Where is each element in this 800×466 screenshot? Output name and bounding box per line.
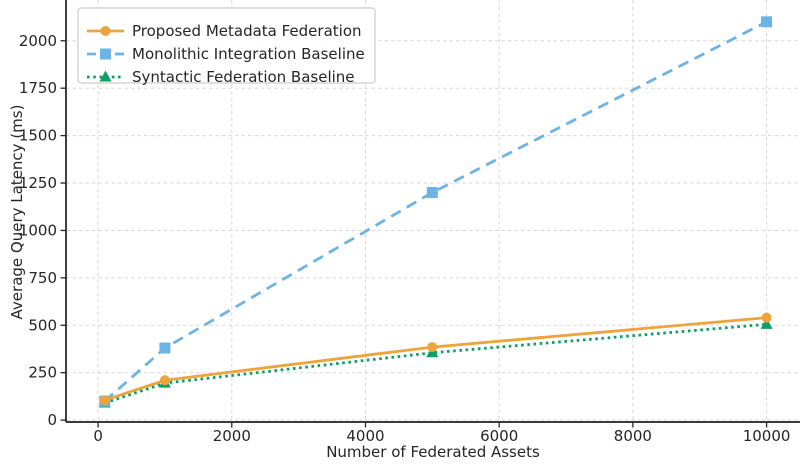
series-line-proposed-metadata-federation bbox=[104, 316, 767, 402]
series-marker-proposed-metadata-federation bbox=[761, 312, 772, 323]
y-tick-label: 750 bbox=[28, 269, 57, 287]
x-tick-label: 6000 bbox=[480, 427, 518, 445]
legend-label: Proposed Metadata Federation bbox=[132, 22, 362, 40]
y-tick-label: 1000 bbox=[19, 221, 57, 239]
x-axis-label: Number of Federated Assets bbox=[326, 443, 540, 461]
legend-label: Monolithic Integration Baseline bbox=[132, 45, 365, 63]
x-tick-label: 8000 bbox=[614, 427, 652, 445]
series-marker-syntactic-federation-baseline bbox=[760, 317, 773, 329]
series-marker-monolithic-integration-baseline bbox=[426, 187, 438, 199]
x-tick-label: 2000 bbox=[213, 427, 251, 445]
legend-sample-marker bbox=[99, 70, 112, 82]
x-tick-label: 4000 bbox=[346, 427, 384, 445]
series-marker-proposed-metadata-federation bbox=[427, 342, 438, 353]
legend-label: Syntactic Federation Baseline bbox=[132, 68, 355, 86]
series-line-syntactic-federation-baseline bbox=[104, 322, 767, 405]
y-tick-label: 1250 bbox=[19, 174, 57, 192]
series-line-monolithic-integration-baseline bbox=[103, 20, 768, 403]
series-marker-monolithic-integration-baseline bbox=[159, 342, 171, 354]
legend-sample-marker bbox=[100, 48, 111, 60]
y-tick-label: 500 bbox=[28, 316, 57, 334]
y-tick-label: 2000 bbox=[19, 32, 57, 50]
y-tick-label: 250 bbox=[28, 364, 57, 382]
y-axis-label: Average Query Latency (ms) bbox=[8, 104, 26, 320]
x-tick-label: 10000 bbox=[743, 427, 791, 445]
legend-sample-marker bbox=[100, 26, 111, 36]
y-tick-label: 1500 bbox=[19, 127, 57, 145]
series-marker-proposed-metadata-federation bbox=[159, 375, 170, 386]
y-tick-label: 0 bbox=[47, 411, 57, 429]
series-marker-proposed-metadata-federation bbox=[99, 395, 110, 406]
series-marker-monolithic-integration-baseline bbox=[761, 16, 773, 28]
y-tick-label: 1750 bbox=[19, 79, 57, 97]
x-tick-label: 0 bbox=[93, 427, 103, 445]
legend-box bbox=[77, 7, 376, 84]
